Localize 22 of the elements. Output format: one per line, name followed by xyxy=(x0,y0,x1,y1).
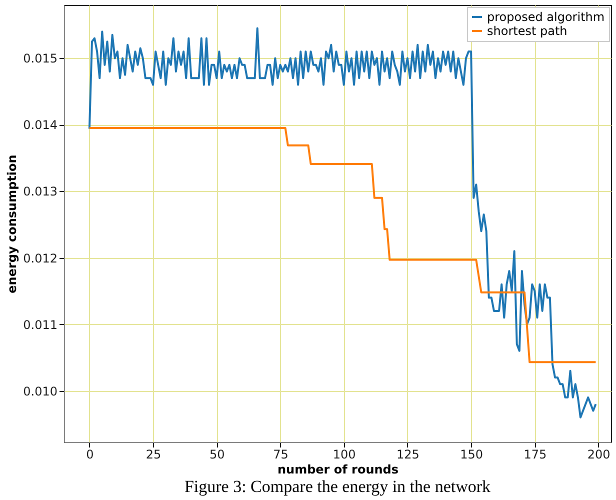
y-tick-label: 0.012 xyxy=(23,251,58,266)
y-axis-title: energy consumption xyxy=(5,154,20,294)
x-tick-label: 150 xyxy=(460,448,484,462)
caption: Figure 3: Compare the energy in the network xyxy=(184,477,492,496)
line-series xyxy=(88,27,597,418)
x-tick-label: 0 xyxy=(86,448,94,462)
y-tick-label: 0.014 xyxy=(23,118,58,132)
x-tick-label: 100 xyxy=(332,448,356,462)
legend-label: proposed algorithm xyxy=(487,10,605,24)
x-tick-label: 175 xyxy=(524,448,547,462)
y-tick-label: 0.013 xyxy=(23,184,58,199)
y-tick-label: 0.015 xyxy=(23,52,58,66)
x-tick-label: 125 xyxy=(396,448,420,462)
x-axis-title: number of rounds xyxy=(277,462,399,476)
line-series xyxy=(88,127,597,364)
x-tick-label: 25 xyxy=(146,448,162,462)
legend-label: shortest path xyxy=(487,24,568,38)
x-tick-label: 50 xyxy=(210,448,225,462)
x-tick-label: 200 xyxy=(587,448,610,462)
x-tick-label: 75 xyxy=(273,448,288,462)
y-tick-label: 0.010 xyxy=(23,384,58,398)
y-tick-label: 0.011 xyxy=(23,318,58,332)
